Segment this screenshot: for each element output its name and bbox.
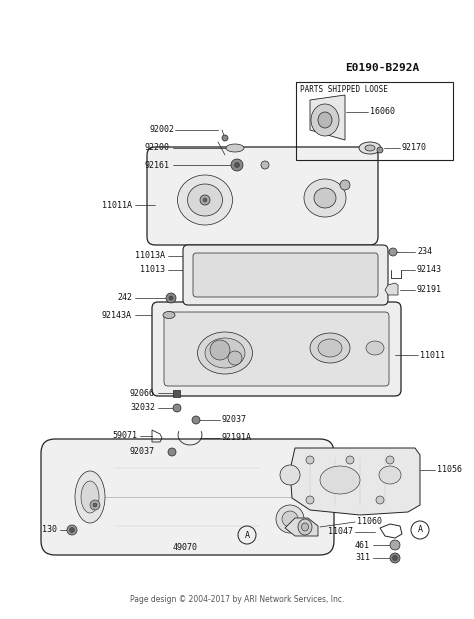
Ellipse shape [359, 142, 381, 154]
Ellipse shape [320, 466, 360, 494]
Circle shape [376, 496, 384, 504]
Text: Page design © 2004-2017 by ARI Network Services, Inc.: Page design © 2004-2017 by ARI Network S… [130, 595, 344, 605]
Ellipse shape [365, 145, 375, 151]
Circle shape [231, 159, 243, 171]
Text: A: A [245, 530, 249, 540]
Bar [173, 390, 180, 397]
Text: ARI: ARI [160, 316, 314, 394]
Circle shape [173, 404, 181, 412]
Circle shape [346, 456, 354, 464]
Circle shape [306, 456, 314, 464]
Polygon shape [310, 95, 345, 140]
Text: PARTS SHIPPED LOOSE: PARTS SHIPPED LOOSE [300, 85, 388, 95]
Circle shape [67, 525, 77, 535]
Circle shape [392, 555, 398, 560]
Text: 92037: 92037 [222, 415, 247, 425]
Bar [296, 82, 453, 160]
Circle shape [386, 456, 394, 464]
Text: 11011A: 11011A [102, 201, 132, 209]
Text: 11013: 11013 [140, 266, 165, 274]
Text: 242: 242 [117, 293, 132, 303]
Ellipse shape [198, 332, 253, 374]
Ellipse shape [298, 519, 312, 535]
Ellipse shape [75, 471, 105, 523]
FancyBboxPatch shape [193, 253, 378, 297]
Ellipse shape [163, 311, 175, 319]
Ellipse shape [301, 523, 309, 531]
Circle shape [169, 296, 173, 300]
FancyBboxPatch shape [147, 147, 378, 245]
Ellipse shape [314, 188, 336, 208]
Text: 92037: 92037 [130, 448, 155, 456]
Text: 49070: 49070 [173, 543, 198, 553]
Ellipse shape [226, 144, 244, 152]
FancyBboxPatch shape [164, 312, 389, 386]
Text: 92143: 92143 [417, 266, 442, 274]
Text: 92161: 92161 [145, 160, 170, 170]
Ellipse shape [304, 179, 346, 217]
Circle shape [203, 198, 207, 202]
Text: 92066: 92066 [130, 389, 155, 397]
Text: 11013A: 11013A [135, 251, 165, 261]
Circle shape [389, 248, 397, 256]
Text: 92170: 92170 [402, 144, 427, 152]
Text: 92002: 92002 [150, 126, 175, 134]
Text: 92191A: 92191A [222, 433, 252, 443]
Text: 461: 461 [355, 540, 370, 550]
Circle shape [93, 503, 97, 507]
FancyBboxPatch shape [183, 245, 388, 305]
Circle shape [280, 465, 300, 485]
Circle shape [390, 553, 400, 563]
Circle shape [166, 293, 176, 303]
Ellipse shape [81, 481, 99, 513]
Text: 11056: 11056 [437, 465, 462, 475]
Circle shape [282, 511, 298, 527]
FancyBboxPatch shape [41, 439, 334, 555]
Text: 92143A: 92143A [102, 311, 132, 319]
Ellipse shape [366, 341, 384, 355]
Circle shape [192, 416, 200, 424]
Text: 92191: 92191 [417, 285, 442, 295]
Circle shape [306, 496, 314, 504]
Circle shape [390, 540, 400, 550]
Text: E0190-B292A: E0190-B292A [345, 63, 419, 73]
Text: 311: 311 [355, 553, 370, 563]
Ellipse shape [188, 184, 222, 216]
Polygon shape [290, 448, 420, 515]
Text: A: A [418, 526, 422, 534]
Ellipse shape [379, 466, 401, 484]
Text: 92200: 92200 [145, 144, 170, 152]
Circle shape [90, 500, 100, 510]
Text: 234: 234 [417, 248, 432, 256]
Circle shape [377, 147, 383, 153]
Polygon shape [385, 283, 398, 295]
Ellipse shape [311, 104, 339, 136]
Circle shape [276, 505, 304, 533]
Circle shape [70, 527, 74, 532]
Circle shape [228, 351, 242, 365]
Text: 32032: 32032 [130, 404, 155, 412]
Ellipse shape [318, 339, 342, 357]
Text: 11011: 11011 [420, 350, 445, 360]
Text: 130: 130 [42, 526, 57, 534]
Text: 59071: 59071 [112, 431, 137, 441]
Ellipse shape [310, 333, 350, 363]
Circle shape [168, 448, 176, 456]
Circle shape [261, 161, 269, 169]
Text: 16060: 16060 [370, 108, 395, 116]
Circle shape [235, 163, 239, 168]
FancyBboxPatch shape [152, 302, 401, 396]
Ellipse shape [177, 175, 233, 225]
Ellipse shape [318, 112, 332, 128]
Circle shape [200, 195, 210, 205]
Text: 11047: 11047 [328, 527, 353, 537]
Circle shape [340, 180, 350, 190]
Polygon shape [285, 518, 318, 536]
Text: 11060: 11060 [357, 517, 382, 527]
Circle shape [210, 340, 230, 360]
Circle shape [222, 135, 228, 141]
Ellipse shape [205, 338, 245, 368]
